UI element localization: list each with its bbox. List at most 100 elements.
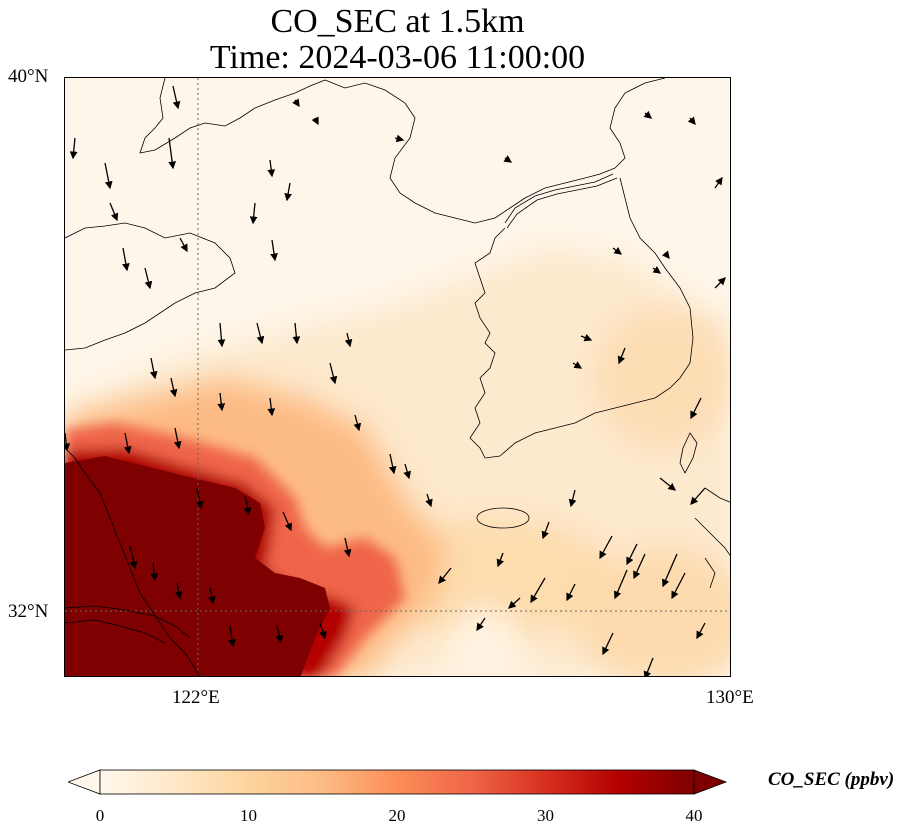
colorbar-tick-label-40: 40 xyxy=(685,806,703,825)
wind-arrow xyxy=(541,521,550,540)
wind-arrow xyxy=(172,85,181,110)
lon-tick-label-122e: 122°E xyxy=(172,687,220,708)
japan-tsushima-coast xyxy=(679,432,698,474)
wind-arrow xyxy=(643,110,652,119)
wind-arrow xyxy=(243,495,252,516)
korea-north-coast xyxy=(609,78,666,169)
wind-arrow xyxy=(599,535,613,560)
wind-arrow xyxy=(394,134,405,143)
map-title-line2: Time: 2024-03-06 11:00:00 xyxy=(209,39,586,76)
wind-arrow xyxy=(292,322,301,345)
korea-west-coast xyxy=(469,177,694,459)
japan-kyushu-coast xyxy=(694,487,730,589)
wind-arrow xyxy=(217,392,226,412)
wind-arrow xyxy=(580,333,593,342)
wind-arrow xyxy=(343,537,352,558)
wind-arrow xyxy=(123,432,132,455)
wind-arrow xyxy=(174,582,183,600)
wind-arrow xyxy=(267,397,276,417)
wind-arrow xyxy=(530,577,546,604)
wind-arrow xyxy=(179,237,188,253)
wind-arrow xyxy=(572,361,583,369)
wind-arrow xyxy=(438,567,452,585)
wind-arrow xyxy=(122,247,130,272)
wind-arrow xyxy=(696,622,706,640)
wind-arrow xyxy=(566,583,576,602)
wind-arrow xyxy=(568,489,577,508)
wind-arrow xyxy=(207,587,216,605)
wind-arrow xyxy=(282,511,292,532)
colorbar-tick-label-20: 20 xyxy=(388,806,406,825)
coastlines xyxy=(65,78,730,676)
wind-arrow xyxy=(661,250,670,260)
wind-arrow xyxy=(173,427,182,450)
wind-arrow xyxy=(311,116,319,126)
wind-arrow xyxy=(617,347,626,365)
wind-arrow xyxy=(150,562,159,582)
colorbar-gradient xyxy=(99,769,695,795)
wind-arrow xyxy=(503,155,513,163)
wind-arrow xyxy=(476,617,486,632)
wind-arrow xyxy=(690,397,702,420)
wind-arrow xyxy=(319,622,327,640)
jiangsu-coast xyxy=(65,447,200,676)
wind-arrow xyxy=(659,477,677,491)
wind-arrow xyxy=(690,487,706,505)
wind-arrow xyxy=(626,543,638,566)
wind-arrow xyxy=(425,493,433,508)
wind-arrow xyxy=(496,552,504,568)
wind-arrow xyxy=(256,322,265,345)
wind-arrow xyxy=(652,266,662,274)
colorbar-extend-high xyxy=(693,769,728,795)
wind-arrow xyxy=(388,453,397,475)
colorbar-label: CO_SEC (ppbv) xyxy=(768,769,895,790)
wind-arrow xyxy=(195,487,204,510)
wind-arrow xyxy=(329,362,338,385)
map-panel[interactable] xyxy=(64,77,731,677)
wind-arrow xyxy=(109,202,119,222)
concentration-field xyxy=(65,78,730,676)
wind-arrow xyxy=(403,463,411,480)
wind-arrow xyxy=(217,322,226,348)
liaoning-bay-coast xyxy=(324,79,616,224)
gridlines xyxy=(65,78,730,676)
wind-arrow xyxy=(169,377,178,398)
wind-arrow xyxy=(144,267,153,290)
colorbar-extend-low xyxy=(68,769,101,795)
yalu-border xyxy=(504,173,618,229)
wind-arrow xyxy=(168,137,177,170)
lat-tick-label-40n: 40°N xyxy=(8,66,49,87)
shandong-coast xyxy=(65,222,236,351)
wind-arrow xyxy=(662,553,678,588)
wind-vectors xyxy=(65,85,726,676)
wind-arrow xyxy=(612,246,623,255)
jeju-island xyxy=(476,507,530,529)
wind-arrow xyxy=(267,159,276,178)
lon-tick-label-130e: 130°E xyxy=(706,687,754,708)
wind-arrow xyxy=(65,432,71,452)
wind-arrow xyxy=(671,572,686,600)
colorbar-tick-label-0: 0 xyxy=(95,806,105,825)
wind-arrow xyxy=(353,414,362,432)
wind-arrow xyxy=(149,357,158,380)
colorbar-tick-label-10: 10 xyxy=(240,806,257,825)
wind-arrow xyxy=(613,569,628,600)
wind-arrow xyxy=(129,545,138,570)
colorbar-tick-label-30: 30 xyxy=(537,806,554,825)
wind-arrow xyxy=(249,202,258,225)
lat-tick-label-32n: 32°N xyxy=(8,601,49,622)
wind-arrow xyxy=(275,625,284,644)
colorbar xyxy=(68,769,728,795)
wind-arrow xyxy=(284,182,292,202)
wind-arrow xyxy=(344,332,353,348)
wind-arrow xyxy=(687,116,696,125)
map-canvas xyxy=(65,78,730,676)
wind-arrow xyxy=(643,657,654,676)
field-core xyxy=(65,456,330,676)
wind-arrow xyxy=(714,277,726,289)
wind-arrow xyxy=(508,597,521,609)
wind-arrow xyxy=(270,239,278,262)
wind-arrow xyxy=(69,137,78,160)
wind-arrow xyxy=(292,98,300,108)
wind-arrow xyxy=(602,632,614,656)
